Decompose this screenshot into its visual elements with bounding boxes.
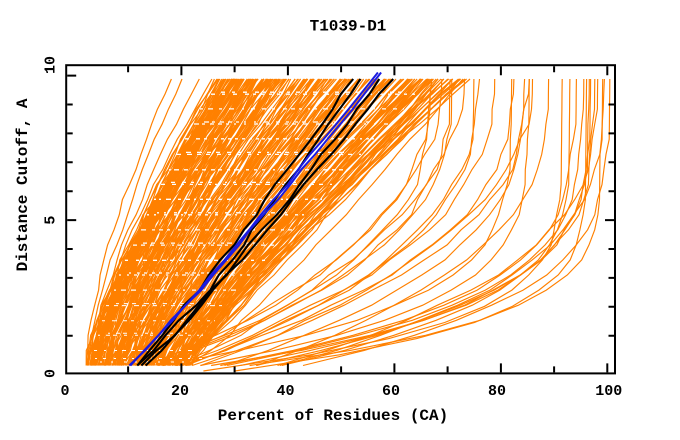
svg-text:5: 5	[43, 216, 60, 225]
svg-text:T1039-D1: T1039-D1	[310, 18, 387, 36]
svg-text:Distance Cutoff, A: Distance Cutoff, A	[14, 98, 32, 271]
svg-text:80: 80	[488, 383, 506, 400]
svg-text:60: 60	[382, 383, 400, 400]
svg-text:40: 40	[276, 383, 294, 400]
svg-text:100: 100	[595, 383, 622, 400]
svg-text:Percent of Residues (CA): Percent of Residues (CA)	[218, 407, 448, 425]
svg-text:0: 0	[43, 369, 60, 378]
svg-text:10: 10	[43, 56, 60, 74]
svg-text:20: 20	[171, 383, 189, 400]
svg-text:0: 0	[60, 383, 69, 400]
